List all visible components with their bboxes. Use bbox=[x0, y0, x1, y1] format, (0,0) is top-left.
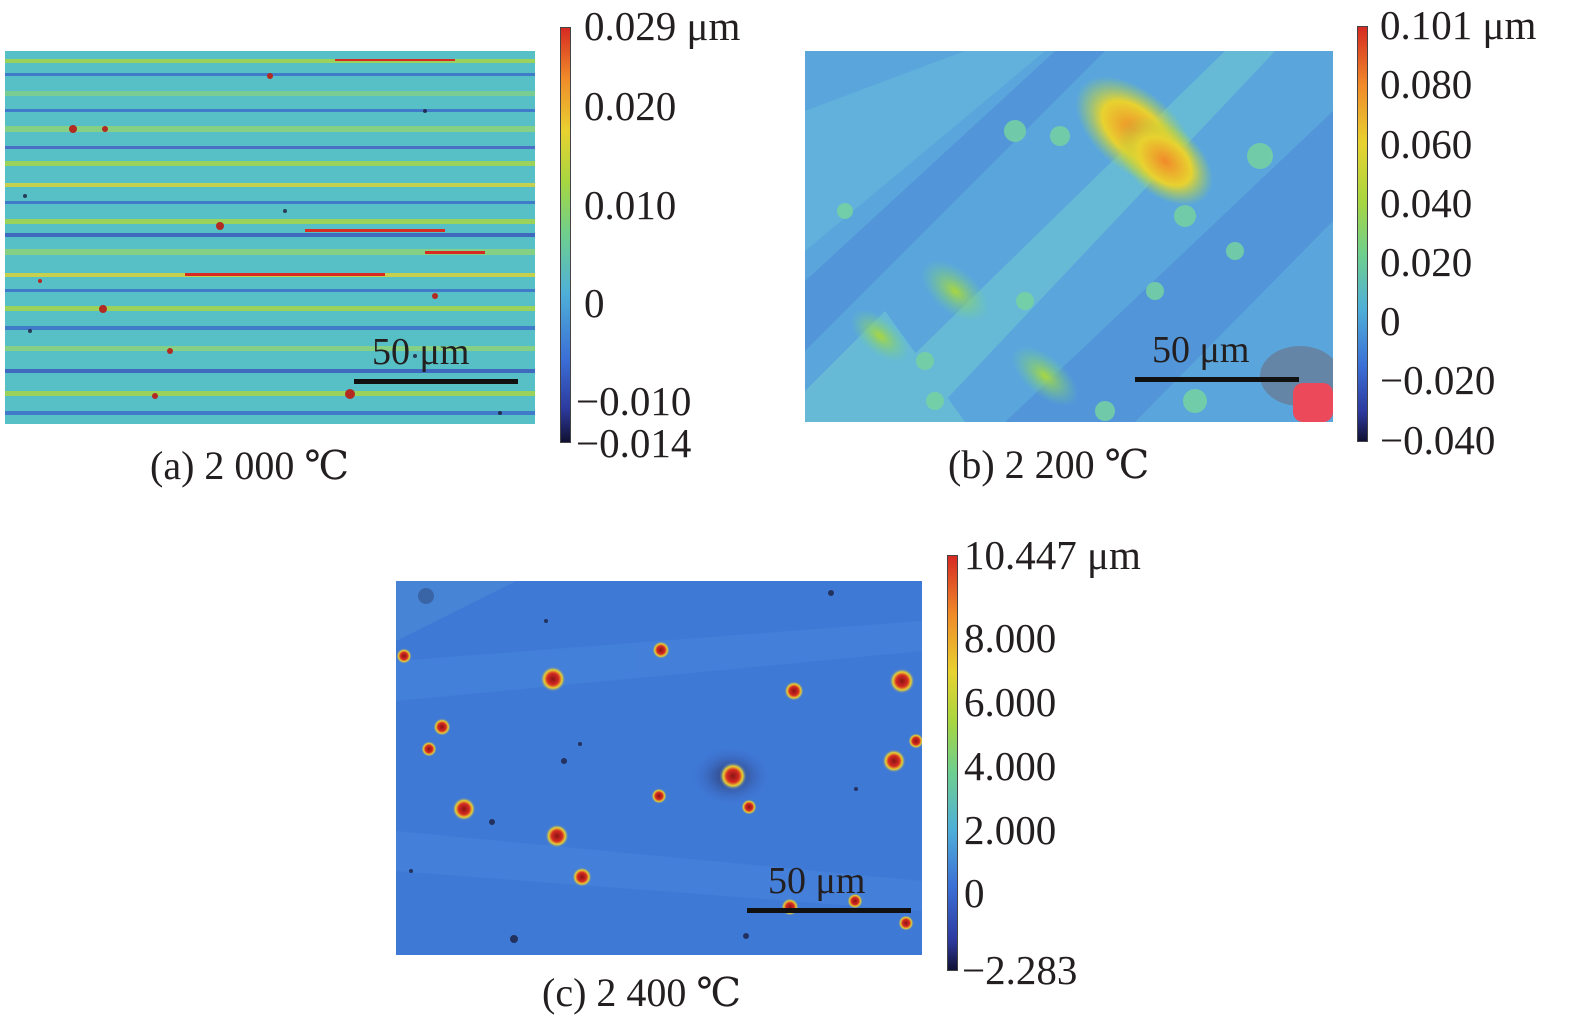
colorbar-b-tick-7: −0.040 bbox=[1380, 417, 1496, 463]
caption-b: (b) 2 200 ℃ bbox=[948, 442, 1150, 487]
colorbar-c-tick-1: 8.000 bbox=[964, 615, 1057, 661]
scale-bar-b bbox=[1135, 377, 1299, 382]
height-map-c bbox=[396, 581, 922, 955]
scale-bar-label-a: 50 μm bbox=[372, 331, 470, 373]
colorbar-a-tick-2: 0.010 bbox=[584, 182, 677, 228]
colorbar-a-tick-4: −0.010 bbox=[576, 378, 692, 424]
colorbar-a-tick-1: 0.020 bbox=[584, 83, 677, 129]
colorbar-c-tick-3: 4.000 bbox=[964, 743, 1057, 789]
height-map-a bbox=[5, 51, 535, 424]
colorbar-b-tick-4: 0.020 bbox=[1380, 239, 1473, 285]
colorbar-c-tick-2: 6.000 bbox=[964, 679, 1057, 725]
scale-bar-a bbox=[354, 379, 518, 384]
colorbar-a-tick-3: 0 bbox=[584, 280, 605, 326]
colorbar-c-tick-0: 10.447 μm bbox=[964, 532, 1141, 578]
scale-bar-label-b: 50 μm bbox=[1152, 329, 1250, 371]
scale-bar-label-c: 50 μm bbox=[768, 860, 866, 902]
scale-bar-c bbox=[747, 908, 911, 913]
caption-c: (c) 2 400 ℃ bbox=[542, 970, 742, 1015]
colorbar-b-tick-0: 0.101 μm bbox=[1380, 2, 1537, 48]
colorbar-b-tick-1: 0.080 bbox=[1380, 61, 1473, 107]
colorbar-b bbox=[1357, 26, 1368, 442]
colorbar-a-tick-5: −0.014 bbox=[576, 420, 692, 466]
colorbar-b-tick-3: 0.040 bbox=[1380, 180, 1473, 226]
colorbar-a bbox=[560, 27, 571, 443]
colorbar-c-tick-4: 2.000 bbox=[964, 807, 1057, 853]
colorbar-b-tick-5: 0 bbox=[1380, 298, 1401, 344]
height-map-b bbox=[805, 51, 1333, 422]
caption-a: (a) 2 000 ℃ bbox=[150, 443, 350, 488]
colorbar-a-tick-0: 0.029 μm bbox=[584, 3, 741, 49]
colorbar-c-tick-6: −2.283 bbox=[962, 947, 1078, 993]
colorbar-b-tick-6: −0.020 bbox=[1380, 357, 1496, 403]
colorbar-c-tick-5: 0 bbox=[964, 870, 985, 916]
colorbar-c bbox=[947, 555, 958, 971]
colorbar-b-tick-2: 0.060 bbox=[1380, 121, 1473, 167]
